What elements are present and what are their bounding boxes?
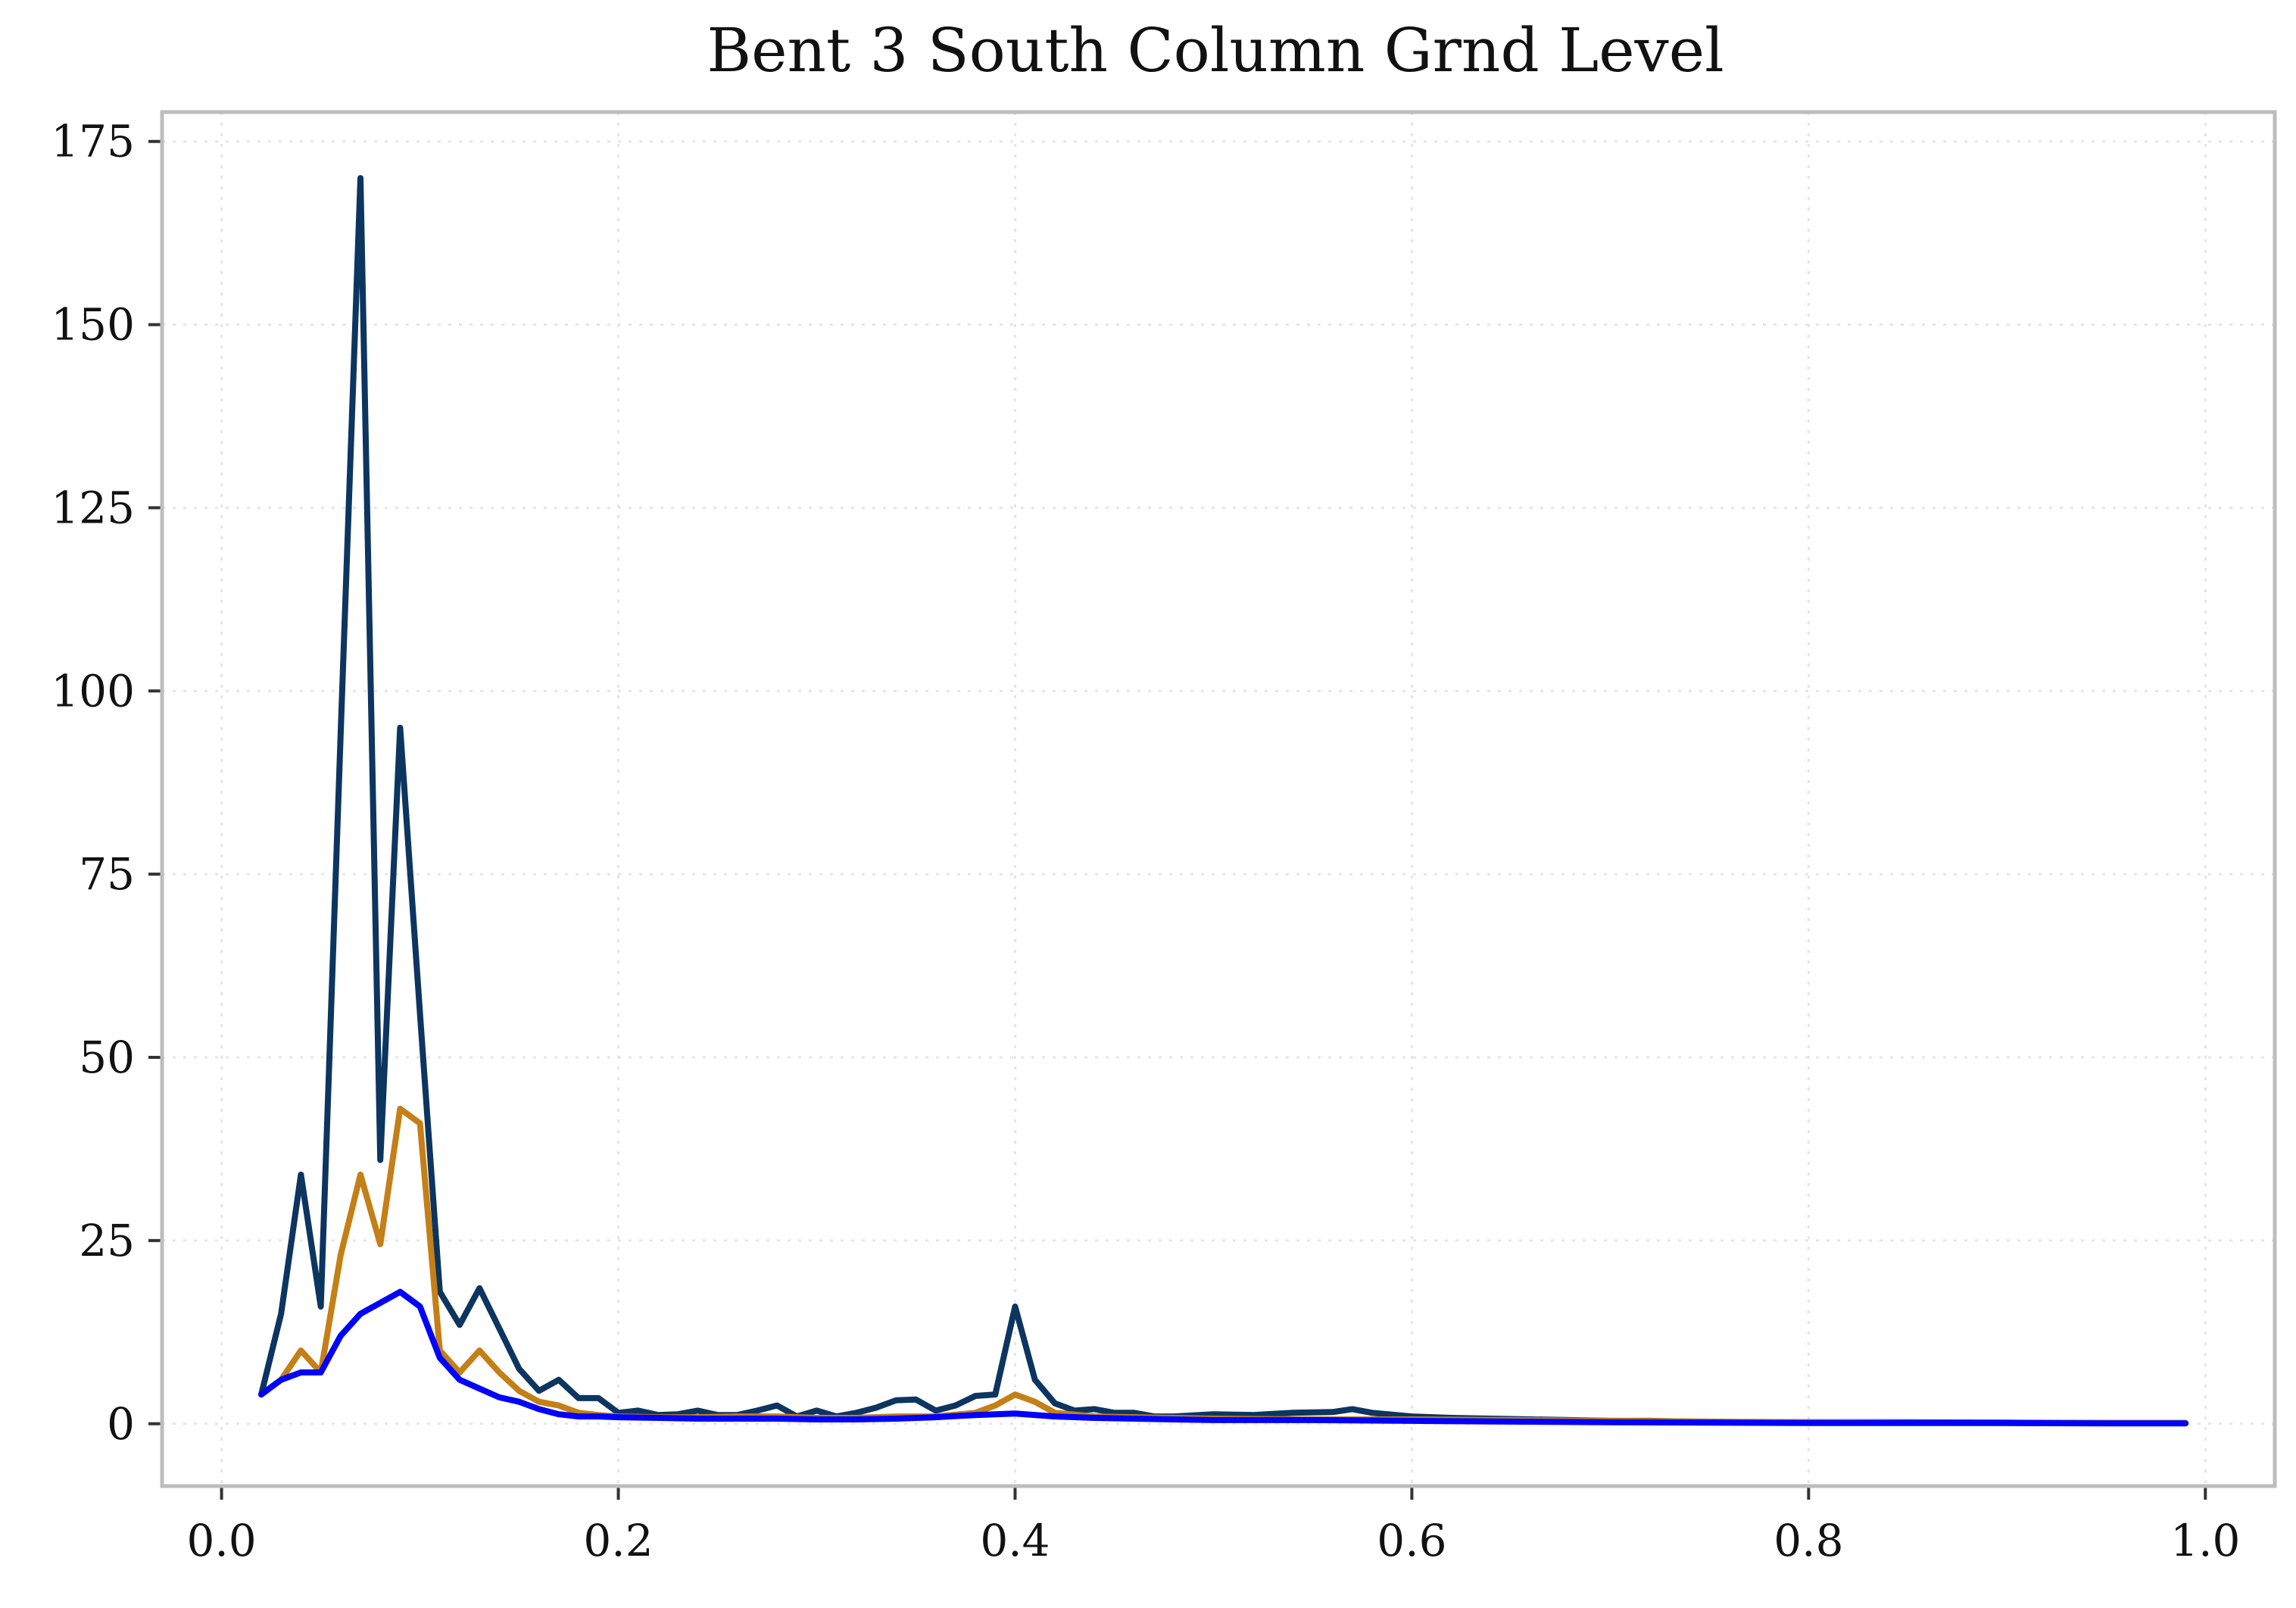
series-line-1	[258, 175, 2189, 1426]
y-tick-label: 75	[79, 848, 135, 900]
axes: 0.0 0.2 0.4 0.6 0.8 1.0 0 25 50 75 100 125 150 175	[51, 116, 2240, 1566]
x-tick-label: 0.0	[186, 1515, 256, 1566]
y-tick-label: 0	[107, 1398, 135, 1450]
y-tick-label: 125	[51, 482, 135, 533]
x-tick-label: 0.2	[583, 1515, 653, 1566]
y-tick-label: 175	[51, 116, 135, 167]
grid	[162, 112, 2275, 1486]
y-tick-label: 25	[79, 1215, 135, 1266]
x-tick-label: 0.8	[1773, 1515, 1843, 1566]
x-tick-label: 0.6	[1377, 1515, 1446, 1566]
series-group	[258, 175, 2189, 1427]
y-tick-label: 150	[51, 299, 135, 351]
plot-frame	[160, 110, 2277, 1488]
series-line-3	[258, 1288, 2189, 1427]
x-tick-label: 0.4	[980, 1515, 1050, 1566]
series-line-2	[258, 1105, 2189, 1426]
y-tick-label: 100	[51, 665, 135, 717]
y-tick-label: 50	[79, 1032, 135, 1083]
chart-title: Bent 3 South Column Grnd Level	[707, 15, 1724, 86]
x-tick-label: 1.0	[2170, 1515, 2240, 1566]
